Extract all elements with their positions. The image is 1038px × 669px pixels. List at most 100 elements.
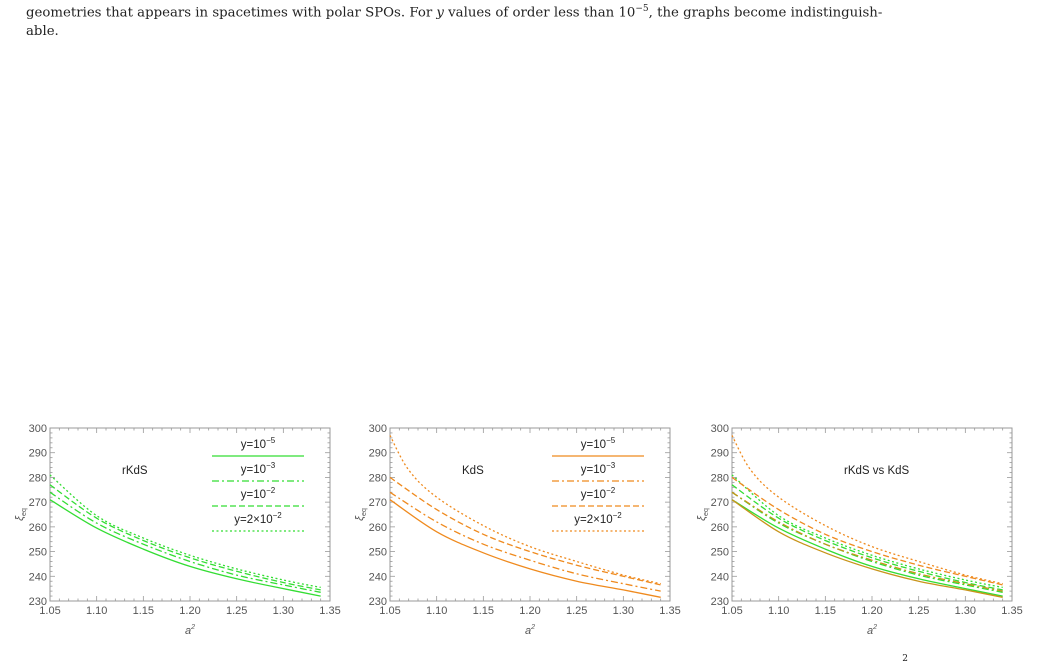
series-line: [731, 499, 1003, 597]
legend-label-sup: −2: [266, 486, 276, 495]
y-tick-label: 290: [369, 448, 387, 460]
x-tick-label: 1.25: [908, 605, 929, 617]
y-tick-label: 300: [369, 423, 387, 435]
x-tick-label: 1.35: [659, 605, 680, 617]
series-line: [389, 499, 661, 598]
x-tick-label: 1.25: [566, 605, 587, 617]
caption-exponent: −5: [635, 4, 649, 14]
series-line: [731, 474, 1003, 589]
x-axis-label: a2: [525, 624, 535, 637]
x-axis-label-sup: 2: [530, 624, 535, 631]
x-tick-label: 1.30: [955, 605, 976, 617]
x-tick-label: 1.10: [86, 605, 107, 617]
y-tick-label: 250: [711, 547, 729, 559]
x-tick-label: 1.20: [519, 605, 540, 617]
y-tick-label: 230: [369, 596, 387, 608]
series-line: [389, 476, 661, 586]
y-axis-label-sub: eq: [703, 508, 710, 516]
y-tick-label: 250: [369, 547, 387, 559]
y-axis-label-sub: eq: [21, 508, 28, 516]
x-tick-label: 1.35: [319, 605, 340, 617]
series-line: [49, 491, 321, 593]
y-tick-label: 290: [29, 448, 47, 460]
x-tick-label: 1.10: [768, 605, 789, 617]
tick-marks: [389, 427, 671, 602]
x-axis-label-sup: 2: [872, 624, 877, 631]
series-line: [49, 474, 321, 589]
y-tick-label: 260: [29, 522, 47, 534]
series-line: [49, 484, 321, 591]
series-line: [731, 484, 1003, 591]
y-tick-label: 270: [369, 497, 387, 509]
x-tick-label: 1.05: [379, 605, 400, 617]
page-footer-mark: 2: [902, 654, 908, 664]
x-tick-label: 1.35: [1001, 605, 1022, 617]
legend-label-sup: −3: [266, 461, 276, 470]
y-axis-label: ξeq: [696, 508, 710, 521]
plot-frame: [731, 427, 1013, 602]
y-tick-label: 230: [711, 596, 729, 608]
x-tick-label: 1.20: [861, 605, 882, 617]
y-tick-label: 300: [29, 423, 47, 435]
y-axis-label: ξeq: [354, 508, 368, 521]
x-tick-label: 1.15: [815, 605, 836, 617]
chart-title: KdS: [462, 465, 484, 477]
x-tick-label: 1.15: [133, 605, 154, 617]
y-tick-label: 260: [711, 522, 729, 534]
series-line: [731, 491, 1003, 592]
y-axis-label-sub: eq: [361, 508, 368, 516]
y-tick-label: 240: [711, 571, 729, 583]
caption-text-a: geometries that appears in spacetimes wi…: [26, 5, 437, 21]
y-tick-label: 280: [29, 472, 47, 484]
chart-rkds: 230 240 250 260 270 280 290 300 1.05 1.10 1.15 1.20…: [14, 423, 341, 637]
legend-label-sup: −2: [273, 511, 283, 520]
x-axis-label: a2: [185, 624, 195, 637]
chart-title: rKdS vs KdS: [844, 465, 910, 477]
series-line: [731, 491, 1003, 593]
y-tick-label: 300: [711, 423, 729, 435]
plot-frame: [49, 427, 331, 602]
chart-kds: 230 240 250 260 270 280 290 300 1.05 1.10 1.15 1.20…: [354, 423, 681, 637]
plot-frame: [389, 427, 671, 602]
caption-text-c: , the graphs become indistinguish-: [648, 5, 883, 21]
series-line: [49, 499, 321, 597]
legend-label: y=2×10−2: [574, 511, 622, 526]
legend-label-sup: −3: [606, 461, 616, 470]
legend-label-sup: −2: [613, 511, 623, 520]
tick-marks: [49, 427, 331, 602]
caption-line-1: geometries that appears in spacetimes wi…: [26, 0, 1016, 22]
x-tick-label: 1.30: [273, 605, 294, 617]
chart-rkds-vs-kds: 230 240 250 260 270 280 290 300 1.05 1.10 1.15 1.20…: [696, 423, 1023, 637]
legend-label: y=2×10−2: [234, 511, 282, 526]
caption-line-2: able.: [26, 24, 59, 40]
series-line: [731, 499, 1003, 598]
x-tick-label: 1.25: [226, 605, 247, 617]
x-tick-label: 1.05: [39, 605, 60, 617]
x-tick-label: 1.05: [721, 605, 742, 617]
series-line: [389, 435, 661, 585]
series-line: [731, 435, 1003, 585]
x-tick-label: 1.20: [179, 605, 200, 617]
x-axis-label: a2: [867, 624, 877, 637]
x-tick-label: 1.30: [613, 605, 634, 617]
x-tick-label: 1.10: [426, 605, 447, 617]
caption-variable: y: [436, 5, 444, 21]
caption-text-b: values of order less than 10: [443, 5, 636, 21]
figure-caption: geometries that appears in spacetimes wi…: [26, 0, 1016, 41]
y-tick-label: 270: [29, 497, 47, 509]
y-axis-label: ξeq: [14, 508, 28, 521]
series-line: [731, 476, 1003, 586]
y-tick-label: 260: [369, 522, 387, 534]
series-line: [389, 491, 661, 592]
legend-label-sup: −2: [606, 486, 616, 495]
chart-title: rKdS: [122, 465, 148, 477]
legend-label-sup: −5: [266, 436, 276, 445]
y-tick-label: 240: [29, 571, 47, 583]
y-tick-label: 280: [369, 472, 387, 484]
y-tick-label: 240: [369, 571, 387, 583]
y-tick-label: 250: [29, 547, 47, 559]
y-tick-label: 290: [711, 448, 729, 460]
y-tick-label: 280: [711, 472, 729, 484]
y-tick-label: 230: [29, 596, 47, 608]
x-tick-label: 1.15: [473, 605, 494, 617]
